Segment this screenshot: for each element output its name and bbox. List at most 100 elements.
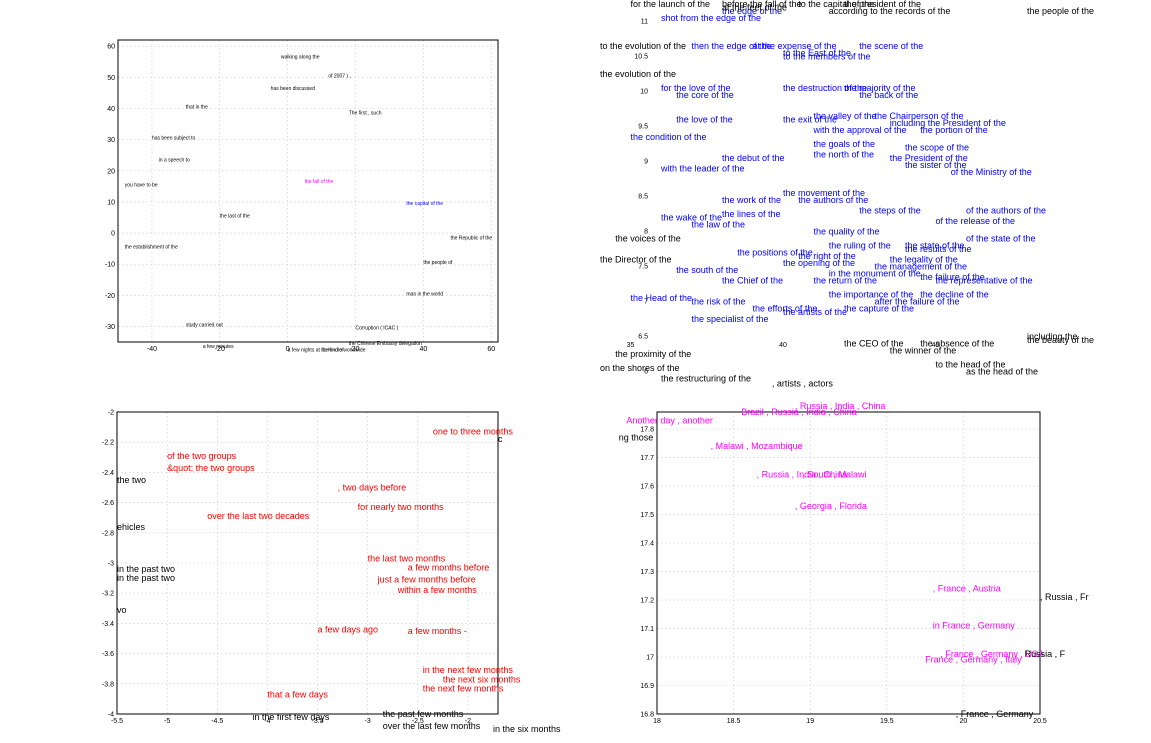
axes-frame (656, 411, 1041, 715)
y-tick-label: 20 (107, 168, 115, 175)
point-label: France , Germany , Italy (925, 655, 1022, 665)
x-tick-label: -3.5 (311, 718, 323, 725)
point-label: the fall of the (305, 179, 334, 185)
point-label: over the last few months (383, 721, 481, 731)
point-label: in the monument of the (829, 269, 921, 279)
point-label: in the past two (117, 564, 175, 574)
point-label: after the failure of the (875, 297, 960, 307)
y-tick-label: 17.3 (640, 569, 654, 576)
x-tick-label: 19 (806, 718, 814, 725)
point-label: man in the world (406, 291, 443, 297)
x-tick-label: 0 (286, 346, 290, 353)
y-tick-label: 7 (644, 299, 648, 306)
point-label: , South , Malawi (803, 470, 867, 480)
panel-bottom-right: 18 18.5 19 19.5 20 20.5 16.8 16.9 17 17.1 17.2 17.3… (619, 378, 1089, 725)
point-label: its Kindle worldwide (322, 347, 366, 353)
x-tick-label: -2.5 (412, 718, 424, 725)
y-tick-label: -2.8 (102, 530, 114, 537)
point-label: the representative of the (936, 276, 1033, 286)
point-label: of 2007 ) , (328, 73, 351, 79)
point-label: , France , Germany , USA (940, 649, 1044, 659)
y-tick-label: 9.5 (638, 124, 648, 131)
point-label: the results of the (905, 244, 972, 254)
point-label: of the release of the (936, 216, 1016, 226)
point-label: of the Ministry of the (951, 167, 1032, 177)
y-tick-label: 8 (644, 229, 648, 236)
point-label: the edge of the (722, 6, 782, 16)
point-label: the capital of the (406, 201, 443, 207)
x-tick-label: 20.5 (1033, 718, 1047, 725)
point-label: the movement of the (783, 188, 865, 198)
point-label: , France , Germany (956, 709, 1034, 719)
point-label: the voices of the (615, 234, 681, 244)
point-label: the past few months (383, 709, 464, 719)
point-label: the lines of the (722, 209, 781, 219)
point-label: the artists of the (783, 307, 847, 317)
point-label: , artists , actors (772, 378, 834, 388)
y-tick-label: 11 (641, 19, 648, 26)
y-tick-label: -3.6 (102, 651, 114, 658)
point-label: the south of the (676, 265, 738, 275)
panel-top-left: -40 -20 0 20 40 60 -30 -20 -10 0 10 20 30 40 50 60 walki… (105, 39, 499, 353)
point-label: of the authors of the (966, 206, 1046, 216)
point-label: that in the (186, 104, 208, 110)
y-tick-label: 40 (107, 106, 115, 113)
point-label: to the members of the (783, 52, 871, 62)
y-tick-label: -30 (105, 324, 115, 331)
point-label: at the expense of the (753, 41, 837, 51)
point-label: in France , Germany (933, 621, 1016, 631)
y-tick-label: 16.9 (640, 683, 654, 690)
point-label: over the last two decades (207, 511, 310, 521)
point-label: for the love of the (661, 83, 731, 93)
x-tick-label: 35 (627, 342, 635, 349)
point-label: Corruption ( ICAC ) (356, 326, 399, 332)
point-label: a few days ago (318, 624, 379, 634)
point-label: vo (117, 605, 127, 615)
point-label: the absence of the (920, 339, 994, 349)
point-label: walking along the (281, 55, 320, 61)
point-label: the love of the (676, 115, 733, 125)
y-tick-label: 17.6 (640, 484, 654, 491)
point-label: before the fall of the (722, 0, 802, 9)
y-tick-label: -20 (105, 293, 115, 300)
point-label: of the two groups (167, 451, 237, 461)
point-label: in the six months (493, 724, 561, 734)
point-label: the next few months (423, 683, 504, 693)
y-tick-label: 17.7 (640, 455, 654, 462)
point-label: the importance of the (829, 290, 914, 300)
point-label: Russia , F (1025, 649, 1066, 659)
y-tick-label: -10 (105, 262, 115, 269)
point-label: the scope of the (905, 143, 969, 153)
panel-bottom-left: -5.5 -5 -4.5 -4 -3.5 -3 -2.5 -2 -4 -3.8 -3.6 -3.4 -3… (102, 410, 561, 735)
y-tick-label: 0 (111, 231, 115, 238)
point-label: the ruling of the (829, 241, 891, 251)
point-label: a few nights at the end of (288, 347, 344, 353)
point-label: the back of the (859, 90, 918, 100)
point-label: the people of the (1027, 6, 1094, 16)
point-label: c (498, 434, 503, 444)
point-label: the evolution of the (600, 69, 676, 79)
y-tick-label: 17.8 (640, 427, 654, 434)
point-label: the specialist of the (692, 314, 769, 324)
point-label: at the feet of the (722, 3, 787, 13)
point-label: the president of the (844, 0, 921, 9)
point-label: the portion of the (920, 125, 988, 135)
point-label: the decline of the (920, 290, 989, 300)
point-label: , Russia , India , China (757, 470, 848, 480)
point-label: Brazil , Russia , India , China (741, 407, 857, 417)
x-tick-label: -4 (264, 718, 270, 725)
point-label: the condition of the (631, 132, 707, 142)
point-label: within a few months (397, 585, 478, 595)
x-tick-label: -5 (164, 718, 170, 725)
point-label: the Chinese Embassy delegation (349, 341, 422, 347)
point-label: the risk of the (692, 297, 746, 307)
point-label: the Republic of the (451, 235, 493, 241)
y-tick-label: 10 (107, 199, 115, 206)
point-label: the steps of the (859, 206, 921, 216)
y-tick-label: 60 (107, 44, 115, 51)
point-label: the exit of the (783, 115, 837, 125)
y-tick-label: 17.2 (640, 598, 654, 605)
point-label: the core of the (676, 90, 734, 100)
point-label: has been discussed (271, 86, 315, 92)
